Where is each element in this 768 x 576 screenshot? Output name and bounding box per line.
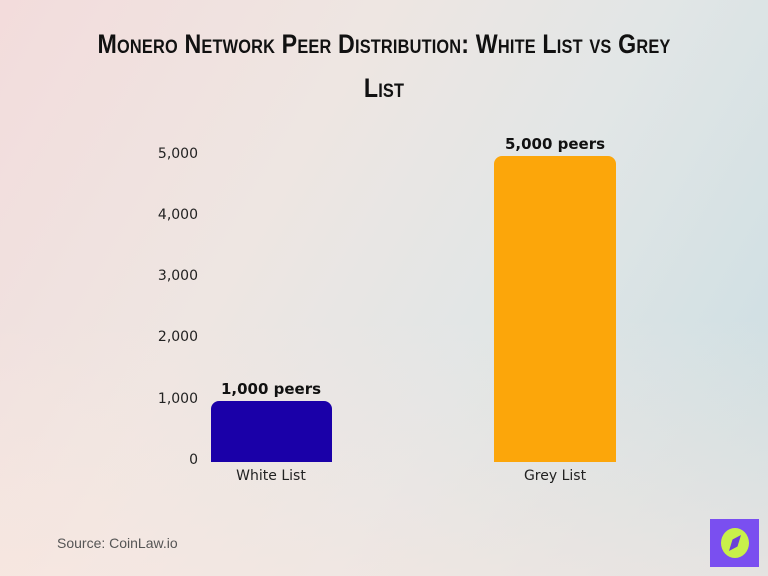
compass-icon bbox=[720, 528, 749, 558]
data-label-white-list: 1,000 peers bbox=[220, 380, 322, 398]
bar-white-list bbox=[211, 401, 332, 462]
y-tick-2000: 2,000 bbox=[157, 329, 198, 345]
y-tick-5000: 5,000 bbox=[157, 146, 198, 162]
data-label-grey-list: 5,000 peers bbox=[504, 135, 606, 153]
x-label-grey-list: Grey List bbox=[523, 468, 587, 484]
y-tick-0: 0 bbox=[189, 452, 198, 468]
brand-logo bbox=[710, 519, 759, 567]
y-tick-1000: 1,000 bbox=[157, 391, 198, 407]
source-note: Source: CoinLaw.io bbox=[57, 535, 178, 551]
bar-grey-list bbox=[494, 156, 616, 462]
y-tick-3000: 3,000 bbox=[157, 268, 198, 284]
y-tick-4000: 4,000 bbox=[157, 207, 198, 223]
chart-title: Monero Network Peer Distribution: White … bbox=[97, 29, 671, 103]
x-label-white-list: White List bbox=[236, 468, 306, 484]
